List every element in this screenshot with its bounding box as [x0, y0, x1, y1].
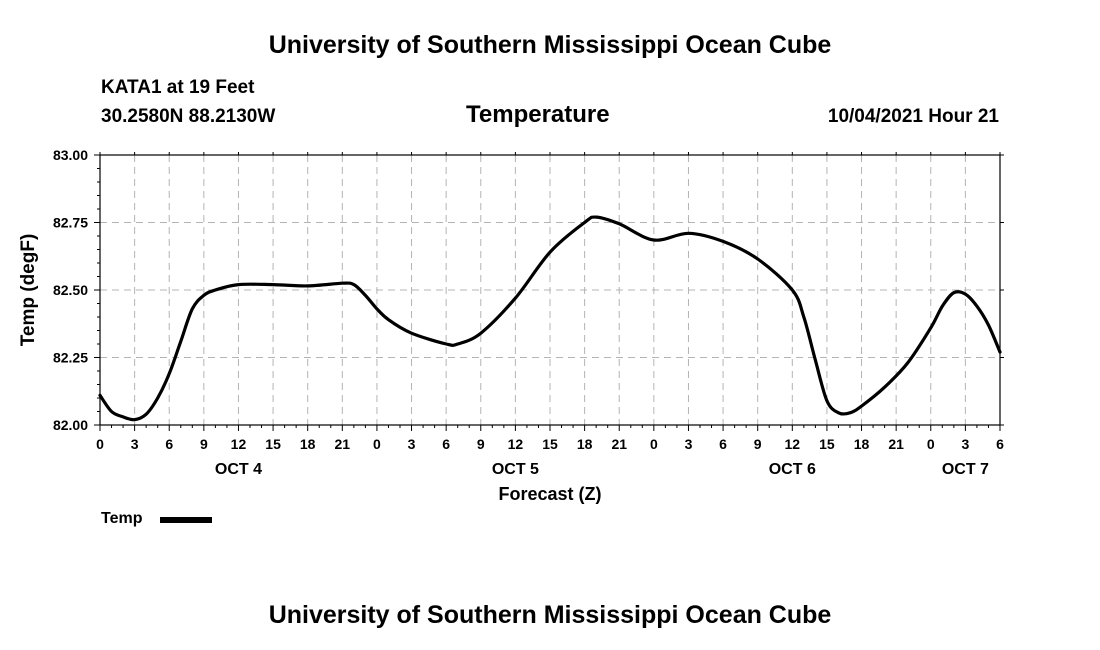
grid-lines — [100, 155, 1000, 425]
x-tick-label: 12 — [508, 436, 524, 452]
chart-title-top: University of Southern Mississippi Ocean… — [268, 31, 832, 59]
x-tick-label: 9 — [754, 436, 762, 452]
x-tick-label: 21 — [335, 436, 351, 452]
y-tick-label: 82.00 — [53, 417, 88, 433]
x-tick-label: 18 — [854, 436, 870, 452]
x-tick-label: 0 — [650, 436, 658, 452]
x-tick-label: 6 — [165, 436, 173, 452]
x-tick-label: 6 — [996, 436, 1004, 452]
chart-title-bottom: University of Southern Mississippi Ocean… — [268, 601, 832, 629]
x-tick-label: 12 — [785, 436, 801, 452]
forecast-datetime: 10/04/2021 Hour 21 — [827, 106, 999, 127]
x-tick-label: 12 — [231, 436, 247, 452]
x-axis-label: Forecast (Z) — [498, 484, 601, 504]
x-tick-label: 9 — [477, 436, 485, 452]
x-day-label: OCT 6 — [769, 461, 816, 478]
x-tick-label: 15 — [819, 436, 835, 452]
series-line-temp — [98, 215, 1002, 422]
axis-tick-labels: 0 3 6 9 12 15 18 21 0 3 6 9 12 15 18 21 0 3 6 9 12 15 18 21 0 3 6 8… — [53, 147, 1004, 478]
x-tick-label: 18 — [577, 436, 593, 452]
x-tick-label: 0 — [96, 436, 104, 452]
x-tick-label: 9 — [200, 436, 208, 452]
x-tick-label: 21 — [888, 436, 904, 452]
x-tick-label: 18 — [300, 436, 316, 452]
y-tick-label: 82.50 — [53, 282, 88, 298]
station-label: KATA1 at 19 Feet — [101, 77, 255, 98]
x-day-label: OCT 4 — [215, 461, 262, 478]
y-tick-label: 82.75 — [53, 215, 88, 231]
x-tick-label: 15 — [542, 436, 558, 452]
x-tick-label: 6 — [442, 436, 450, 452]
x-tick-label: 6 — [719, 436, 727, 452]
x-day-label: OCT 5 — [492, 461, 539, 478]
y-axis-label: Temp (degF) — [18, 234, 39, 347]
legend-swatch-temp — [160, 517, 212, 523]
x-tick-label: 15 — [265, 436, 281, 452]
x-day-label: OCT 7 — [942, 461, 989, 478]
legend-label-temp: Temp — [101, 510, 143, 527]
x-tick-label: 21 — [611, 436, 627, 452]
x-tick-label: 3 — [685, 436, 693, 452]
station-coordinates: 30.2580N 88.2130W — [101, 106, 276, 127]
x-tick-label: 0 — [373, 436, 381, 452]
x-tick-label: 3 — [961, 436, 969, 452]
y-tick-label: 83.00 — [53, 147, 88, 163]
x-tick-label: 3 — [408, 436, 416, 452]
parameter-title: Temperature — [466, 101, 610, 128]
axis-ticks — [94, 152, 1004, 431]
x-tick-label: 3 — [131, 436, 139, 452]
x-tick-label: 0 — [927, 436, 935, 452]
y-tick-label: 82.25 — [53, 350, 88, 366]
